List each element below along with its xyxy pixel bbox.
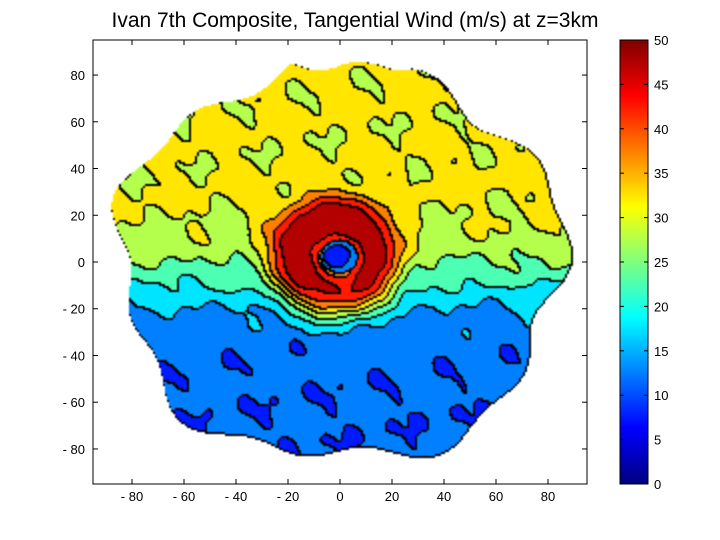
x-tick-label: - 60 [173, 489, 195, 504]
colorbar-tick-label: 25 [654, 255, 668, 270]
colorbar-tick-label: 0 [654, 477, 661, 492]
y-tick-label: 40 [71, 162, 85, 177]
plot-area [92, 39, 588, 485]
x-axis: - 80 - 60 - 40 - 20 0 20 40 60 80 [121, 40, 555, 504]
y-tick-label: 0 [78, 255, 85, 270]
y-tick-label: - 60 [63, 395, 85, 410]
y-tick-label: 80 [71, 68, 85, 83]
x-tick-label: 0 [336, 489, 343, 504]
x-tick-label: 20 [385, 489, 399, 504]
x-tick-label: - 80 [121, 489, 143, 504]
colorbar-tick-label: 35 [654, 166, 668, 181]
colorbar-tick-label: 20 [654, 299, 668, 314]
colorbar-tick-label: 45 [654, 77, 668, 92]
colorbar-tick-label: 30 [654, 211, 668, 226]
colorbar-tick-label: 15 [654, 344, 668, 359]
x-tick-label: - 20 [277, 489, 299, 504]
y-axis: 80 60 40 20 0 - 20 - 40 - 60 - 80 [63, 68, 587, 457]
y-tick-label: - 80 [63, 442, 85, 457]
colorbar-tick-label: 40 [654, 122, 668, 137]
tangential-wind-field [93, 40, 587, 484]
y-tick-label: - 20 [63, 302, 85, 317]
y-tick-label: - 40 [63, 348, 85, 363]
colorbar-gradient [620, 40, 648, 484]
x-tick-label: 60 [489, 489, 503, 504]
y-tick-label: 60 [71, 115, 85, 130]
colorbar-tick-label: 50 [654, 33, 668, 48]
chart-title: Ivan 7th Composite, Tangential Wind (m/s… [112, 9, 599, 32]
y-tick-label: 20 [71, 208, 85, 223]
x-tick-label: 80 [541, 489, 555, 504]
colorbar-tick-label: 5 [654, 433, 661, 448]
x-tick-label: - 40 [225, 489, 247, 504]
x-tick-label: 40 [437, 489, 451, 504]
colorbar-tick-label: 10 [654, 388, 668, 403]
